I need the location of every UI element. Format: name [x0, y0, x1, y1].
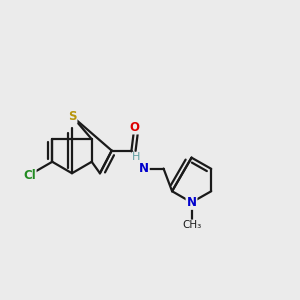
Text: S: S [68, 110, 76, 123]
Text: O: O [129, 121, 140, 134]
Text: N: N [139, 162, 149, 175]
Text: N: N [187, 196, 196, 209]
Text: CH₃: CH₃ [182, 220, 201, 230]
Text: H: H [132, 152, 141, 162]
Text: Cl: Cl [23, 169, 36, 182]
